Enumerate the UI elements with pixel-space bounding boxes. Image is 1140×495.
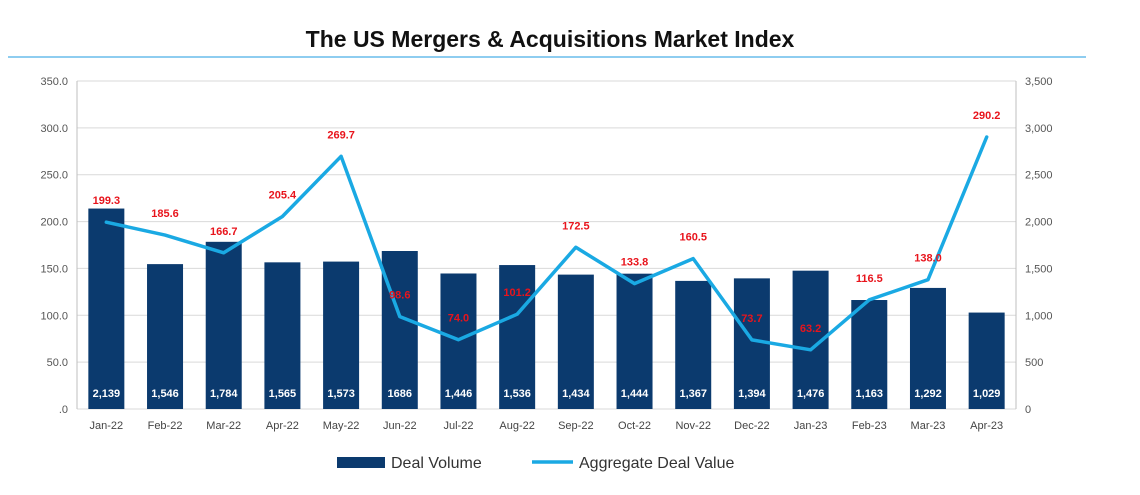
bar-data-label: 1,444: [621, 388, 649, 400]
category-label: Jan-22: [90, 420, 124, 432]
legend-label-deal-volume: Deal Volume: [391, 455, 482, 472]
line-data-label: 73.7: [741, 313, 762, 325]
legend: Deal Volume Aggregate Deal Value: [337, 455, 734, 472]
line-data-label: 172.5: [562, 220, 590, 232]
aggregate-value-line: 199.3 185.6 166.7 205.4 269.7 98.6 74.0 101.2 17…: [93, 110, 1001, 352]
series-line: [104, 135, 989, 352]
bar-data-label: 1,546: [151, 388, 179, 400]
right-tick-label: 3,500: [1025, 76, 1053, 88]
right-tick-label: 2,000: [1025, 217, 1053, 229]
left-tick-label: 250.0: [40, 170, 68, 182]
category-label: Aug-22: [499, 420, 534, 432]
bar: [851, 300, 888, 409]
right-tick-label: 1,500: [1025, 263, 1053, 275]
category-label: Apr-23: [970, 420, 1003, 432]
bar: [616, 273, 653, 409]
category-label: Feb-23: [852, 420, 887, 432]
bar-data-label: 1,367: [679, 388, 707, 400]
bar-data-label: 1,394: [738, 388, 766, 400]
left-tick-label: 350.0: [40, 76, 68, 88]
line-data-label: 205.4: [269, 190, 297, 202]
line-data-label: 138.0: [914, 253, 942, 265]
right-tick-label: 0: [1025, 404, 1031, 416]
line-data-label: 74.0: [448, 313, 469, 325]
line-data-label: 185.6: [151, 208, 179, 220]
bar: [147, 264, 184, 409]
bar-data-label: 1,573: [327, 388, 355, 400]
bar: [968, 312, 1005, 409]
category-label: Apr-22: [266, 420, 299, 432]
category-label: Oct-22: [618, 420, 651, 432]
bar-data-label: 1,784: [210, 388, 238, 400]
category-label: Nov-22: [675, 420, 710, 432]
bar: [909, 287, 946, 409]
bar-data-label: 1686: [388, 388, 412, 400]
bar-data-label: 1,476: [797, 388, 825, 400]
category-label: Dec-22: [734, 420, 769, 432]
left-tick-label: 50.0: [47, 357, 68, 369]
line-data-label: 63.2: [800, 323, 821, 335]
chart-title: The US Mergers & Acquisitions Market Ind…: [305, 26, 795, 52]
bar-data-label: 1,565: [269, 388, 297, 400]
right-tick-label: 2,500: [1025, 170, 1053, 182]
line-data-label: 116.5: [856, 273, 883, 285]
category-label: Sep-22: [558, 420, 593, 432]
bar: [381, 250, 418, 409]
left-tick-label: 200.0: [40, 217, 68, 229]
bar-data-label: 2,139: [93, 388, 121, 400]
bar-data-label: 1,163: [856, 388, 884, 400]
bar: [88, 208, 125, 409]
line-data-label: 166.7: [210, 226, 238, 238]
bar-data-label: 1,434: [562, 388, 590, 400]
category-label: May-22: [323, 420, 360, 432]
line-data-label: 290.2: [973, 110, 1001, 122]
bar-data-label: 1,029: [973, 388, 1001, 400]
bar-data-label: 1,292: [914, 388, 942, 400]
right-tick-label: 500: [1025, 357, 1043, 369]
bar: [675, 280, 712, 409]
bar: [323, 261, 360, 409]
category-label: Mar-23: [911, 420, 946, 432]
line-data-label: 160.5: [679, 232, 707, 244]
bar-data-label: 1,446: [445, 388, 473, 400]
line-data-label: 101.2: [503, 287, 531, 299]
line-data-label: 133.8: [621, 257, 649, 269]
right-tick-label: 3,000: [1025, 123, 1053, 135]
right-tick-label: 1,000: [1025, 310, 1053, 322]
x-axis: Jan-22 Feb-22 Mar-22 Apr-22 May-22 Jun-22 Jul-…: [90, 420, 1004, 432]
line-data-label: 199.3: [93, 195, 121, 207]
legend-swatch-deal-volume: [337, 457, 385, 468]
category-label: Jun-22: [383, 420, 417, 432]
line-data-label: 98.6: [389, 290, 410, 302]
line-data-label: 269.7: [327, 129, 355, 141]
bar: [264, 262, 301, 409]
category-label: Jul-22: [443, 420, 473, 432]
category-label: Feb-22: [148, 420, 183, 432]
category-label: Mar-22: [206, 420, 241, 432]
legend-label-aggregate-value: Aggregate Deal Value: [579, 455, 734, 472]
right-axis: 0 500 1,000 1,500 2,000 2,500 3,000 3,500: [1015, 76, 1053, 416]
category-label: Jan-23: [794, 420, 828, 432]
deal-volume-bars: 2,139 1,546 1,784 1,565 1,573 1686 1,446 1,536 1…: [88, 208, 1005, 409]
left-tick-label: 150.0: [40, 263, 68, 275]
bar-data-label: 1,536: [503, 388, 531, 400]
bar: [499, 265, 536, 409]
bar: [205, 241, 242, 409]
left-axis: .0 50.0 100.0 150.0 200.0 250.0 300.0 350.0: [40, 76, 78, 416]
bar: [557, 274, 594, 409]
left-tick-label: 300.0: [40, 123, 68, 135]
left-tick-label: .0: [59, 404, 68, 416]
left-tick-label: 100.0: [40, 310, 68, 322]
title-divider: [8, 56, 1086, 58]
